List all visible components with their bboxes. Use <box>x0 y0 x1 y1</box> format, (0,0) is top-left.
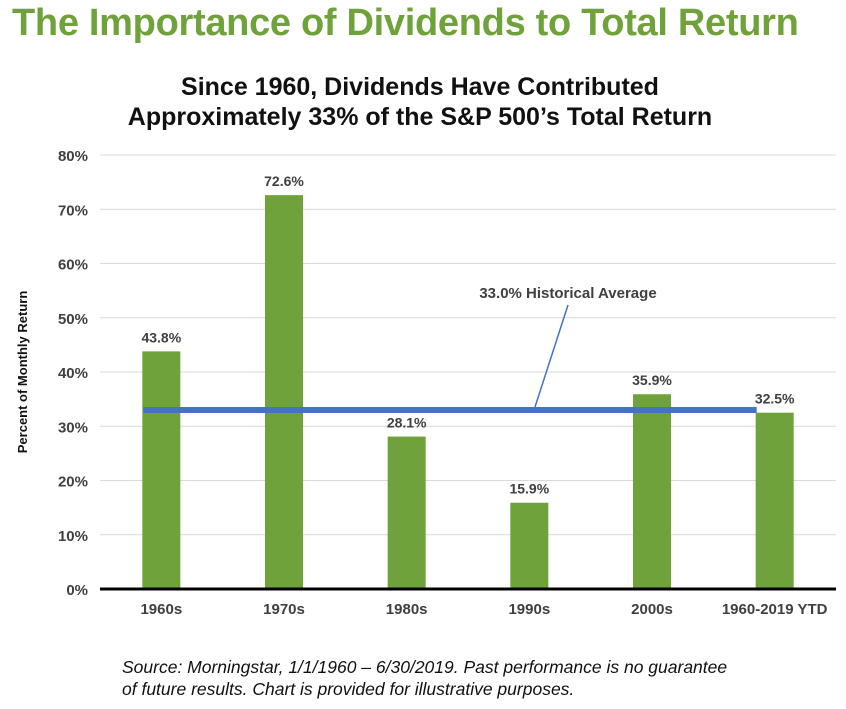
page-heading: The Importance of Dividends to Total Ret… <box>12 2 799 44</box>
x-tick-label: 1970s <box>263 601 305 618</box>
bars <box>142 195 794 589</box>
y-tick-label: 50% <box>58 311 88 328</box>
reference-line-group: 33.0% Historical Average <box>143 285 757 413</box>
source-note: Source: Morningstar, 1/1/1960 – 6/30/201… <box>122 656 822 700</box>
average-leader-line <box>534 304 569 408</box>
y-tick-label: 70% <box>58 202 88 219</box>
y-axis-label: Percent of Monthly Return <box>15 291 30 454</box>
y-tick-label: 0% <box>66 582 88 599</box>
data-label: 32.5% <box>755 391 795 407</box>
x-tick-label: 1980s <box>386 601 428 618</box>
source-line-1: Source: Morningstar, 1/1/1960 – 6/30/201… <box>122 657 728 677</box>
data-labels: 43.8% 72.6% 28.1% 15.9% 35.9% 32.5% <box>141 173 795 497</box>
bar <box>755 412 794 589</box>
data-label: 43.8% <box>141 329 181 345</box>
data-label: 35.9% <box>632 372 672 388</box>
y-tick-label: 10% <box>58 528 88 545</box>
bar <box>265 195 303 589</box>
y-tick-label: 30% <box>58 419 88 436</box>
y-tick-label: 40% <box>58 365 88 382</box>
x-axis-ticks: 1960s 1970s 1980s 1990s 2000s 1960-2019 YTD <box>140 601 827 618</box>
x-tick-label: 1960-2019 YTD <box>722 601 828 618</box>
y-tick-label: 20% <box>58 474 88 491</box>
chart-title: Since 1960, Dividends Have Contributed A… <box>60 72 780 132</box>
source-line-2: of future results. Chart is provided for… <box>122 679 575 699</box>
bar <box>510 502 549 589</box>
bar <box>142 351 181 589</box>
average-label: 33.0% Historical Average <box>479 285 656 302</box>
bar <box>387 436 426 589</box>
y-tick-label: 60% <box>58 257 88 274</box>
data-label: 72.6% <box>264 173 304 189</box>
y-tick-label: 80% <box>58 148 88 165</box>
y-axis-ticks: 0% 10% 20% 30% 40% 50% 60% 70% 80% <box>58 148 88 599</box>
chart-title-line-1: Since 1960, Dividends Have Contributed <box>181 73 659 101</box>
chart-title-line-2: Approximately 33% of the S&P 500’s Total… <box>127 103 713 131</box>
x-tick-label: 2000s <box>631 601 673 618</box>
x-tick-label: 1960s <box>140 601 182 618</box>
x-tick-label: 1990s <box>508 601 550 618</box>
data-label: 15.9% <box>509 481 549 497</box>
gridlines <box>100 154 836 536</box>
bar <box>633 394 671 589</box>
data-label: 28.1% <box>387 415 427 431</box>
